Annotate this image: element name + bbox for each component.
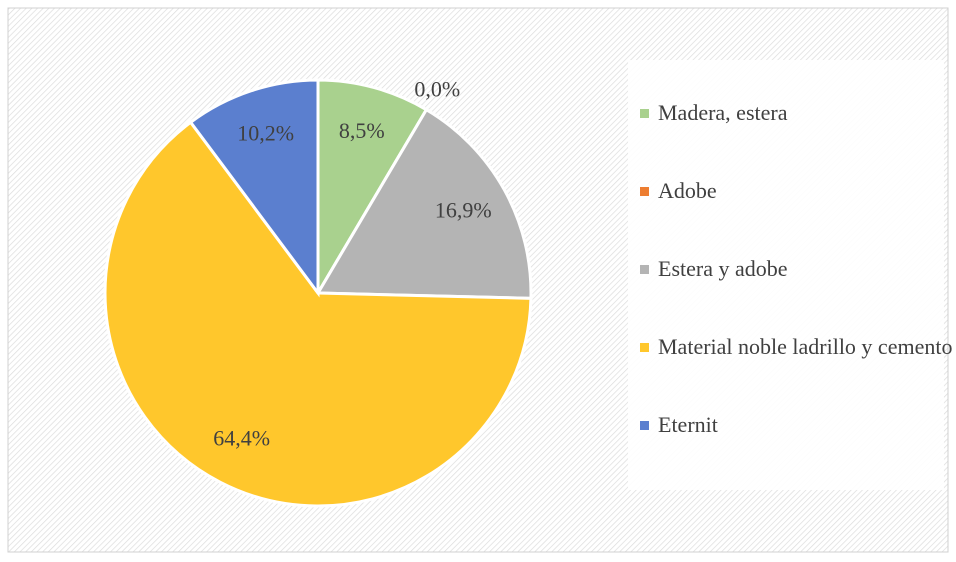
legend-key	[640, 343, 649, 352]
legend-item: Madera, estera	[638, 98, 956, 128]
legend-key	[640, 109, 649, 118]
data-label: 8,5%	[339, 118, 385, 143]
pie-slice	[315, 107, 533, 300]
legend: Madera, estera Adobe Estera y adobe Materia…	[638, 98, 956, 488]
legend-item: Adobe	[638, 176, 956, 206]
legend-item: Material noble ladrillo y cemento	[638, 332, 956, 362]
legend-label: Estera y adobe	[658, 256, 788, 281]
legend-key	[640, 421, 649, 430]
legend-label: Material noble ladrillo y cemento	[658, 334, 953, 359]
data-label: 0,0%	[414, 76, 460, 101]
data-label: 64,4%	[213, 426, 270, 451]
data-label: 16,9%	[435, 198, 492, 223]
legend-label: Madera, estera	[658, 100, 788, 125]
legend-item: Estera y adobe	[638, 254, 956, 284]
legend-background	[628, 60, 944, 490]
legend-key	[640, 187, 649, 196]
legend-label: Adobe	[658, 178, 717, 203]
pie-slice	[103, 120, 533, 508]
pie-slice	[188, 78, 320, 298]
legend-key	[640, 265, 649, 274]
data-label: 10,2%	[237, 120, 294, 145]
legend-item: Eternit	[638, 410, 956, 440]
pie-slice	[316, 78, 429, 299]
legend-label: Eternit	[658, 412, 718, 437]
